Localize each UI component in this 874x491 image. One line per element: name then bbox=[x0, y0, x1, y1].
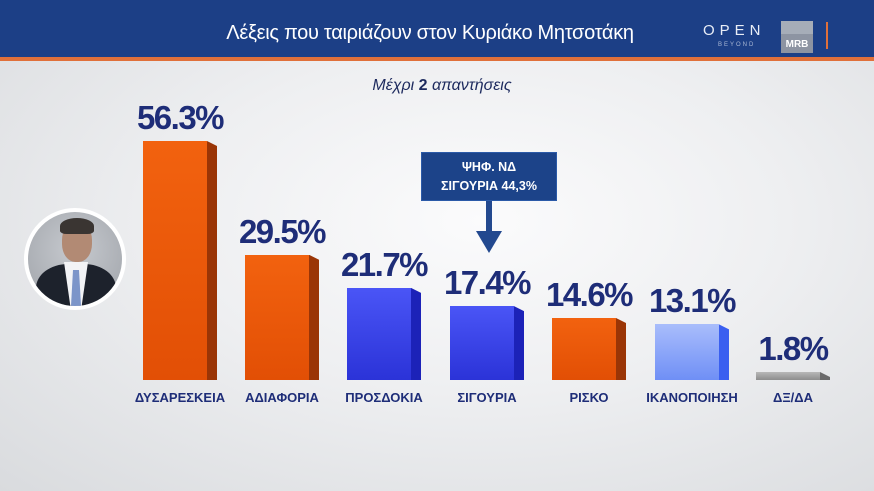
category-label: ΙΚΑΝΟΠΟΙΗΣΗ bbox=[646, 390, 738, 405]
chart-subtitle: Μέχρι 2 απαντήσεις bbox=[0, 77, 874, 95]
bar-face bbox=[655, 324, 719, 380]
chart-title: Λέξεις που ταιριάζουν στον Κυριάκο Μητσο… bbox=[226, 22, 634, 44]
bar-side bbox=[514, 306, 524, 380]
value-label: 29.5% bbox=[238, 212, 327, 250]
bar-5 bbox=[655, 324, 729, 380]
value-label: 56.3% bbox=[136, 99, 225, 136]
callout-line-1: ΨΗΦ. ΝΔ bbox=[461, 160, 517, 174]
category-label: ΔΥΣΑΡΕΣΚΕΙΑ bbox=[134, 390, 226, 405]
bar-face bbox=[347, 287, 411, 380]
open-beyond-label: BEYOND bbox=[718, 42, 756, 48]
bar-side bbox=[309, 254, 319, 380]
bar-3 bbox=[450, 306, 524, 380]
bar-face bbox=[756, 372, 820, 380]
mrb-logo-text: MRB bbox=[785, 39, 809, 50]
bar-1 bbox=[245, 254, 319, 380]
category-label: ΑΔΙΑΦΟΡΙΑ bbox=[245, 390, 319, 405]
bar-side bbox=[616, 318, 626, 380]
bar-face bbox=[143, 141, 207, 380]
callout-line-2: ΣΙΓΟΥΡΙΑ 44,3% bbox=[441, 179, 537, 193]
bar-4 bbox=[552, 318, 626, 380]
value-label: 21.7% bbox=[340, 245, 429, 283]
category-label: ΔΞ/ΔΑ bbox=[772, 390, 814, 405]
category-label: ΡΙΣΚΟ bbox=[569, 390, 609, 405]
category-label: ΣΙΓΟΥΡΙΑ bbox=[457, 390, 517, 405]
open-logo: OPEN bbox=[703, 22, 766, 39]
arrow-down-icon bbox=[486, 201, 492, 238]
bar-0 bbox=[143, 141, 217, 380]
bar-side bbox=[719, 324, 729, 380]
politician-avatar bbox=[24, 208, 126, 310]
mrb-logo: MRB bbox=[781, 21, 813, 53]
subtitle-pre: Μέχρι bbox=[372, 77, 419, 94]
bar-face bbox=[552, 318, 616, 380]
category-label: ΠΡΟΣΔΟΚΙΑ bbox=[345, 390, 423, 405]
bar-side bbox=[820, 372, 830, 380]
bar-side bbox=[411, 287, 421, 380]
header-accent-line bbox=[0, 57, 874, 61]
value-label: 14.6% bbox=[545, 276, 634, 314]
subtitle-count: 2 bbox=[418, 77, 428, 94]
logo-divider bbox=[826, 22, 828, 49]
header-bar: Λέξεις που ταιριάζουν στον Κυριάκο Μητσο… bbox=[0, 0, 874, 57]
subtitle-post: απαντήσεις bbox=[427, 77, 512, 94]
bar-face bbox=[450, 306, 514, 380]
value-label: 13.1% bbox=[648, 282, 737, 320]
value-label: 1.8% bbox=[758, 330, 829, 367]
annotation-callout: ΨΗΦ. ΝΔ ΣΙΓΟΥΡΙΑ 44,3% bbox=[421, 152, 557, 201]
bar-2 bbox=[347, 287, 421, 380]
bar-side bbox=[207, 141, 217, 380]
bar-6 bbox=[756, 372, 830, 380]
arrow-head-icon bbox=[476, 231, 502, 253]
bar-face bbox=[245, 254, 309, 380]
value-label: 17.4% bbox=[443, 264, 532, 302]
